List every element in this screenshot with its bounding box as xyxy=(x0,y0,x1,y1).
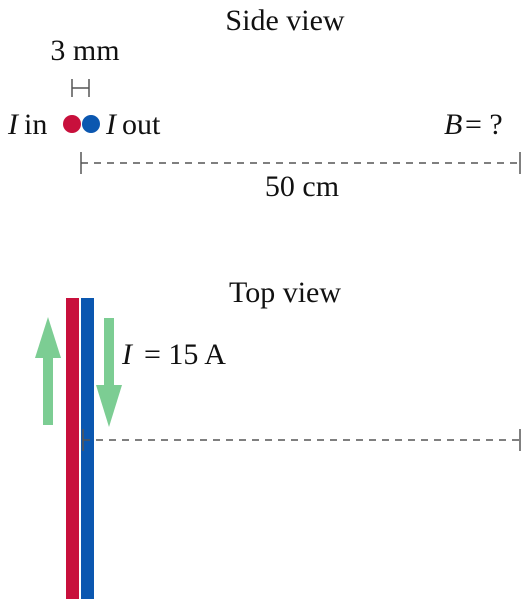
distance-label: 50 cm xyxy=(265,170,339,203)
top-view-title: Top view xyxy=(229,276,341,309)
svg-text:I: I xyxy=(105,108,118,141)
svg-text:= 15 A: = 15 A xyxy=(144,338,226,371)
gap-dimension-bracket xyxy=(71,79,90,97)
wire-out-strip xyxy=(81,298,94,599)
wire-in-cross-section xyxy=(63,115,81,133)
svg-text:in: in xyxy=(24,108,47,141)
svg-text:I: I xyxy=(121,338,134,371)
current-up-arrow xyxy=(35,317,61,425)
distance-dimension-line xyxy=(80,152,521,174)
field-query-label: B = ? xyxy=(444,108,503,141)
gap-label: 3 mm xyxy=(50,34,119,67)
current-out-label: I out xyxy=(105,108,161,141)
wire-in-strip xyxy=(66,298,79,599)
svg-text:B: B xyxy=(444,108,462,141)
top-distance-line xyxy=(82,429,521,451)
current-down-arrow xyxy=(96,318,122,427)
current-magnitude-label: I = 15 A xyxy=(121,338,226,371)
svg-text:I: I xyxy=(7,108,20,141)
current-in-label: I in xyxy=(7,108,47,141)
svg-text:= ?: = ? xyxy=(465,108,503,141)
wire-out-cross-section xyxy=(82,115,100,133)
svg-text:out: out xyxy=(122,108,161,141)
side-view-title: Side view xyxy=(225,4,344,37)
